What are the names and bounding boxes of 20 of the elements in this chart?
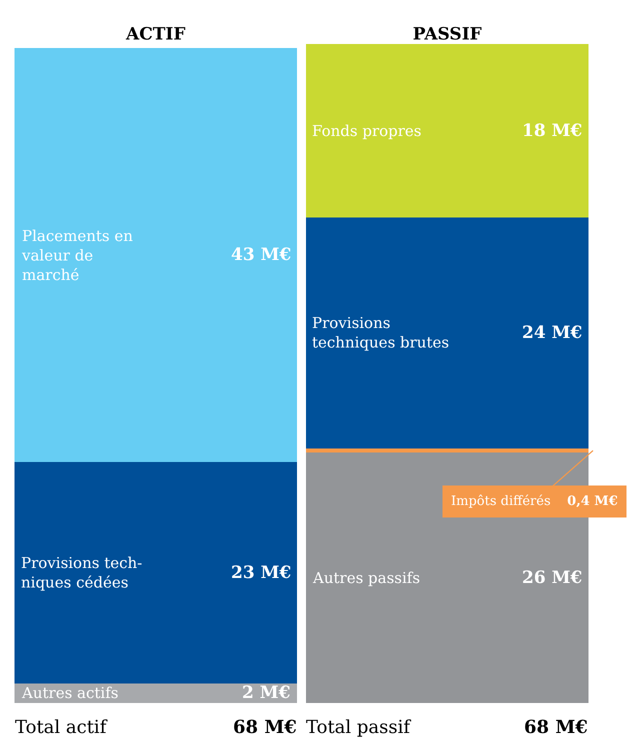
text: Total actif <box>15 717 108 738</box>
data-label: 18 M€ <box>522 121 582 141</box>
data-label: 0,4 M€ <box>567 494 618 509</box>
x-tick-label: PASSIF <box>412 24 482 45</box>
data-label: 24 M€ <box>522 323 582 343</box>
text: Impôts différés <box>451 494 551 509</box>
data-label: 23 M€ <box>231 563 292 583</box>
data-label: 26 M€ <box>522 568 582 588</box>
series-label: Autres actifs <box>21 684 118 702</box>
series-label: Fonds propres <box>312 122 422 140</box>
data-label: 2 M€ <box>242 683 291 703</box>
series-label: Provisions techniques brutes <box>312 314 450 352</box>
x-tick-label: ACTIF <box>125 24 186 45</box>
series-label: Placements en valeur de marché <box>21 227 134 284</box>
total-label: 68 M€ <box>233 717 297 738</box>
series-label: Autres passifs <box>312 569 420 587</box>
text: Total passif <box>306 717 412 738</box>
total-label: 68 M€ <box>524 717 588 738</box>
data-label: 43 M€ <box>231 245 292 265</box>
series-label: Provisions tech- niques cédées <box>21 554 142 592</box>
